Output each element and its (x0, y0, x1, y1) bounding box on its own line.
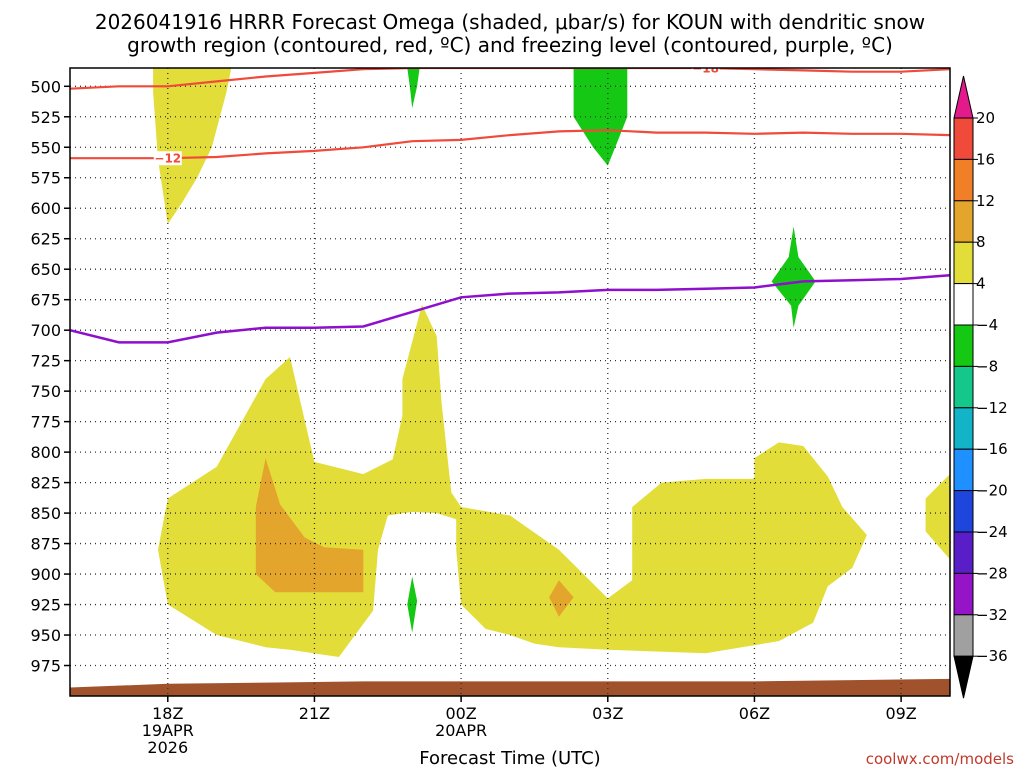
x-tick-label: 21Z (299, 704, 330, 723)
y-tick-label: 950 (30, 626, 61, 645)
y-tick-label: 575 (30, 169, 61, 188)
plot-frame (69, 67, 951, 697)
x-tick-label: 09Z (885, 704, 916, 723)
dgz-contour-label: −18 (692, 62, 719, 76)
colorbar-box (953, 614, 974, 657)
colorbar-box (953, 407, 974, 450)
y-tick-label: 775 (30, 413, 61, 432)
colorbar-label: −4 (976, 316, 998, 334)
colorbar-box (953, 572, 974, 616)
y-tick-label: 750 (30, 382, 61, 401)
omega-region-upper-positive-1 (153, 68, 232, 225)
x-tick-label: 18Z (152, 704, 183, 723)
colorbar-box (953, 241, 974, 285)
y-tick-label: 800 (30, 443, 61, 462)
y-tick-label: 525 (30, 108, 61, 127)
dgz-contour-label-bg (153, 151, 182, 166)
colorbar-label: −16 (976, 440, 1008, 458)
y-tick-label: 925 (30, 596, 61, 615)
x-axis-label: Forecast Time (UTC) (419, 748, 600, 768)
y-tick-label: 675 (30, 291, 61, 310)
y-tick-label: 500 (30, 77, 61, 96)
x-tick-label: 20APR (435, 721, 487, 740)
contour-lines: −12 −18 (70, 62, 950, 344)
colorbar-box (953, 448, 974, 492)
y-tick-label: 975 (30, 657, 61, 676)
watermark: coolwx.com/models (866, 750, 1014, 768)
colorbar-box (953, 531, 974, 574)
chart-title-line2: growth region (contoured, red, ºC) and f… (127, 33, 893, 57)
y-tick-label: 625 (30, 230, 61, 249)
omega-region-orange-left (255, 458, 364, 593)
y-axis: 500 525 550 575 600 625 650 675 700 725 750 775 800 8… (30, 77, 70, 676)
colorbar: 20 16 12 8 4 −4 −8 −12 −16 −20 −24 −28 −32 −36 (953, 75, 1008, 699)
colorbar-label: −28 (976, 564, 1008, 582)
y-tick-label: 875 (30, 535, 61, 554)
colorbar-label: −12 (976, 399, 1008, 417)
colorbar-label: 12 (976, 192, 995, 210)
omega-region-low-negative (407, 576, 418, 633)
y-tick-label: 550 (30, 138, 61, 157)
x-tick-label: 2026 (147, 738, 188, 757)
x-tick-label: 19APR (142, 721, 194, 740)
surface-terrain (70, 678, 950, 696)
colorbar-label: −20 (976, 482, 1008, 500)
y-tick-label: 825 (30, 474, 61, 493)
omega-region-upper-negative-1 (407, 68, 420, 109)
colorbar-label: 16 (976, 150, 995, 168)
colorbar-label: −36 (976, 647, 1008, 665)
colorbar-box (953, 117, 974, 160)
dgz-contour-label-bg (691, 68, 720, 75)
colorbar-box (953, 324, 974, 367)
colorbar-box (953, 158, 974, 202)
omega-region-low-positive-right (925, 474, 950, 560)
plot-area: −12 −18 500 525 550 575 600 625 650 675 700 725 750… (30, 62, 951, 757)
colorbar-box (953, 200, 974, 243)
colorbar-label: 4 (976, 275, 986, 293)
colorbar-box (953, 365, 974, 409)
colorbar-top-arrow (953, 75, 974, 119)
x-tick-label: 03Z (592, 704, 623, 723)
x-tick-label: 00Z (445, 704, 476, 723)
omega-region-orange-center (549, 580, 574, 617)
colorbar-label: 8 (976, 233, 986, 251)
colorbar-label: −8 (976, 357, 998, 375)
chart-title-line1: 2026041916 HRRR Forecast Omega (shaded, … (95, 10, 925, 34)
omega-region-mid-negative (771, 226, 816, 328)
colorbar-label: 20 (976, 109, 995, 127)
x-tick-label: 06Z (739, 704, 770, 723)
dgz-contour-label: −12 (154, 152, 181, 166)
dgz-contour-line (70, 68, 950, 90)
y-tick-label: 650 (30, 260, 61, 279)
y-tick-label: 600 (30, 199, 61, 218)
colorbar-label: −24 (976, 523, 1008, 541)
colorbar-bottom-arrow (953, 655, 974, 699)
freezing-level-line (70, 274, 950, 344)
y-tick-label: 850 (30, 504, 61, 523)
colorbar-box (953, 490, 974, 533)
y-tick-label: 700 (30, 321, 61, 340)
colorbar-label: −32 (976, 606, 1008, 624)
y-tick-label: 900 (30, 565, 61, 584)
colorbar-box (953, 283, 974, 326)
dgz-contour-line (70, 129, 950, 160)
grid-lines (70, 68, 950, 696)
y-tick-label: 725 (30, 352, 61, 371)
